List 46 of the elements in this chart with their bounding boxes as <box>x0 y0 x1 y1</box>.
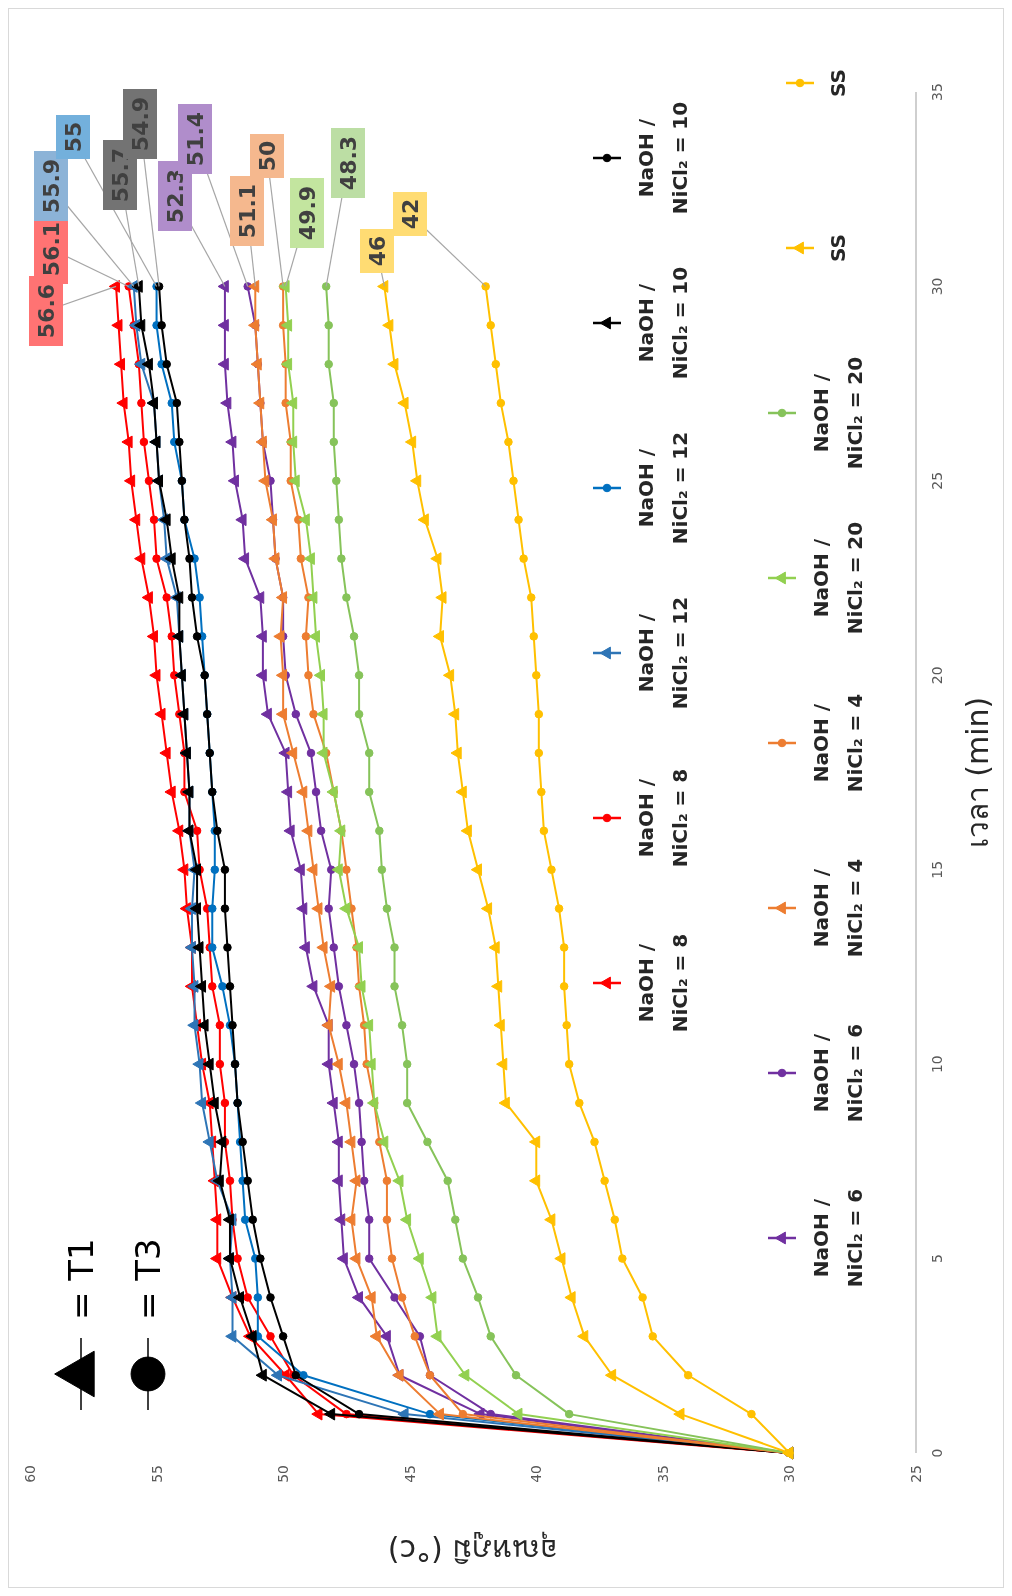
legend-label: NaOH / NiCl₂ = 8 <box>634 933 692 1033</box>
y-tick-label: 20 <box>929 666 945 685</box>
annotation: 46 <box>365 235 390 267</box>
x-tick-label: 40 <box>528 1465 545 1483</box>
annotation: 48.3 <box>336 135 361 191</box>
annotation: 42 <box>398 198 423 230</box>
annotation: 56.1 <box>39 221 64 277</box>
annotation: 51.4 <box>183 111 208 167</box>
annotation: 55.9 <box>39 158 64 214</box>
legend-label: SS <box>826 69 850 97</box>
y-tick-label: 10 <box>929 1055 945 1074</box>
y-tick-label: 35 <box>929 83 945 101</box>
x-tick-label: 25 <box>908 1465 924 1483</box>
y-tick-label: 25 <box>929 471 945 490</box>
x-tick-label: 60 <box>22 1465 38 1483</box>
legend-label: NaOH / NiCl₂ = 10 <box>634 101 692 215</box>
y-tick-label: 0 <box>929 1448 945 1458</box>
annotation: = T1 <box>61 1238 101 1320</box>
x-tick-label: 50 <box>275 1465 292 1483</box>
x-tick-label: 35 <box>654 1465 671 1483</box>
legend-label: SS <box>826 234 850 262</box>
legend-label: NaOH / NiCl₂ = 20 <box>809 356 867 470</box>
legend-label: NaOH / NiCl₂ = 6 <box>809 1188 867 1288</box>
legend-label: NaOH / NiCl₂ = 8 <box>634 768 692 868</box>
legend-label: NaOH / NiCl₂ = 12 <box>634 596 692 710</box>
legend-label: NaOH / NiCl₂ = 4 <box>809 693 867 793</box>
annotation: = T3 <box>128 1238 168 1320</box>
annotation: 56.6 <box>34 283 59 339</box>
annotation: 51.1 <box>235 183 260 239</box>
annotation: 50 <box>255 140 280 172</box>
y-tick-label: 5 <box>929 1254 945 1264</box>
annotation: 52.3 <box>163 168 188 224</box>
x-tick-label: 45 <box>401 1465 418 1483</box>
legend-label: NaOH / NiCl₂ = 12 <box>634 431 692 545</box>
legend-label: NaOH / NiCl₂ = 10 <box>634 266 692 380</box>
annotation: 49.9 <box>295 185 320 241</box>
y-axis-title: เวลา (min) <box>960 696 995 849</box>
y-tick-label: 15 <box>929 860 945 879</box>
x-tick-label: 30 <box>781 1465 798 1483</box>
annotation: 55 <box>61 121 86 153</box>
x-tick-label: 55 <box>148 1465 165 1483</box>
legend-label: NaOH / NiCl₂ = 4 <box>809 858 867 958</box>
x-axis-title: อุณหภูมิ (°c) <box>387 1531 559 1568</box>
legend-label: NaOH / NiCl₂ = 20 <box>809 521 867 635</box>
legend-label: NaOH / NiCl₂ = 6 <box>809 1023 867 1123</box>
y-tick-label: 30 <box>929 277 945 296</box>
